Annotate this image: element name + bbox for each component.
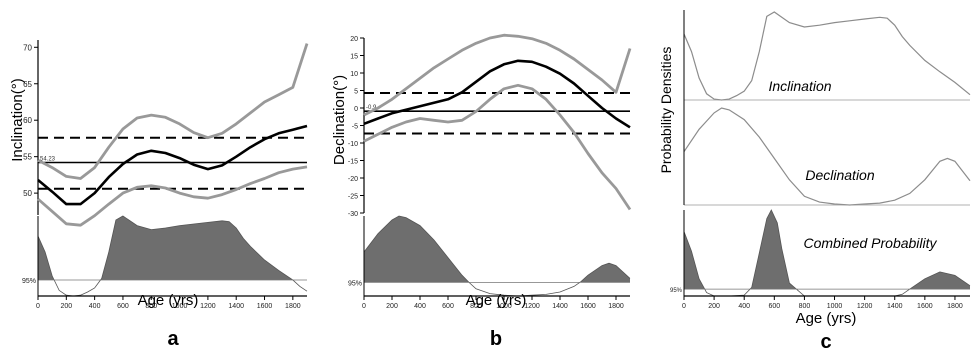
upper-curve — [37, 43, 309, 180]
inclination-density-curve — [683, 11, 971, 101]
x-tick-label: 400 — [738, 303, 750, 310]
mean-curve — [37, 124, 308, 206]
upper-curve — [363, 33, 632, 117]
declination-curve-label: Declination — [805, 167, 874, 183]
y-tick-label: 60 — [23, 116, 32, 125]
inclination-density-plot: 95% — [22, 215, 308, 297]
x-tick-label: 400 — [414, 303, 426, 310]
lower-curve — [363, 83, 632, 211]
inclination-curve-label: Inclination — [768, 78, 831, 94]
lower-curve — [37, 165, 308, 227]
x-tick-label: 1400 — [228, 303, 244, 310]
x-tick-label: 1800 — [608, 303, 624, 310]
y-tick-label: 50 — [23, 189, 32, 198]
x-tick-label: 600 — [768, 303, 780, 310]
declination-density-plot: 95% — [348, 215, 631, 297]
density-outline — [363, 215, 631, 297]
panel-b-label: b — [490, 328, 502, 350]
panel-a-x-axis: 0 200 400 600 800 1000 1200 1400 1600 1800 — [36, 295, 307, 310]
x-tick-label: 800 — [799, 303, 811, 310]
inclination-plot: 50 55 60 65 70 54.23 — [23, 40, 309, 227]
x-tick-label: 1200 — [200, 303, 216, 310]
y-tick-label: -30 — [348, 211, 358, 218]
x-tick-label: 1000 — [172, 303, 188, 310]
y-tick-label: 65 — [23, 80, 32, 89]
x-tick-label: 200 — [60, 303, 72, 310]
x-tick-label: 800 — [145, 303, 157, 310]
panel-a-ylabel: Inclination(°) — [9, 78, 26, 162]
threshold-label: 95% — [348, 280, 362, 287]
x-tick-label: 1600 — [917, 303, 933, 310]
y-tick-label: -5 — [352, 124, 358, 131]
threshold-label: 95% — [670, 288, 683, 294]
y-tick-label: 0 — [354, 106, 358, 113]
y-tick-label: 55 — [23, 153, 32, 162]
x-tick-label: 600 — [117, 303, 129, 310]
panel-b-x-axis: 0 200 400 600 800 1000 1200 1400 1600 1800 — [362, 295, 630, 310]
x-tick-label: 1200 — [524, 303, 540, 310]
y-tick-label: 10 — [350, 71, 358, 78]
x-tick-label: 400 — [89, 303, 101, 310]
density-area — [364, 216, 630, 283]
x-tick-label: 600 — [442, 303, 454, 310]
declination-plot: 20 15 10 5 0 -5 -10 -15 -20 -25 -30 -0.9 — [348, 33, 632, 218]
panel-a-label: a — [167, 328, 179, 350]
panel-c-xlabel: Age (yrs) — [796, 310, 857, 327]
x-tick-label: 0 — [682, 303, 686, 310]
x-tick-label: 1600 — [580, 303, 596, 310]
panel-b-xlabel: Age (yrs) — [466, 292, 527, 309]
x-tick-label: 800 — [470, 303, 482, 310]
density-area — [684, 210, 970, 290]
combined-probability-label: Combined Probability — [803, 235, 937, 251]
mean-curve — [363, 59, 631, 129]
x-tick-label: 0 — [362, 303, 366, 310]
x-tick-label: 1000 — [496, 303, 512, 310]
x-tick-label: 1600 — [257, 303, 273, 310]
y-tick-label: 20 — [350, 36, 358, 43]
y-tick-label: -20 — [348, 176, 358, 183]
y-tick-label: 15 — [350, 54, 358, 61]
y-tick-label: 5 — [354, 89, 358, 96]
panel-a: 50 55 60 65 70 54.23 95% 0 200 400 600 800 1000 120… — [9, 40, 309, 350]
x-tick-label: 1800 — [285, 303, 301, 310]
panel-a-xlabel: Age (yrs) — [138, 292, 199, 309]
x-tick-label: 1400 — [887, 303, 903, 310]
panel-c-label: c — [820, 331, 831, 353]
y-tick-label: -15 — [348, 159, 358, 166]
panel-c-x-axis: 0 200 400 600 800 1000 1200 1400 1600 1800 — [682, 295, 970, 310]
threshold-label: 95% — [22, 278, 36, 285]
declination-density-curve — [683, 107, 971, 206]
mean-value-label: -0.9 — [366, 105, 377, 111]
mean-value-label: 54.23 — [40, 157, 56, 163]
x-tick-label: 200 — [708, 303, 720, 310]
x-tick-label: 1000 — [827, 303, 843, 310]
x-tick-label: 1200 — [857, 303, 873, 310]
x-tick-label: 1400 — [552, 303, 568, 310]
density-area — [38, 216, 293, 280]
panel-c-ylabel: Probability Densities — [658, 47, 674, 174]
probability-densities-plot: 95% — [670, 10, 971, 297]
y-tick-label: -25 — [348, 194, 358, 201]
x-tick-label: 1800 — [947, 303, 963, 310]
panel-b-ylabel: Declination(°) — [331, 75, 348, 165]
panel-c: 95% 0 200 400 600 800 1000 1200 1400 1600 1800 Pr… — [658, 10, 971, 353]
panel-b: 20 15 10 5 0 -5 -10 -15 -20 -25 -30 -0.9 95% 0 200 40… — [331, 33, 632, 350]
y-tick-label: -10 — [348, 141, 358, 148]
x-tick-label: 0 — [36, 303, 40, 310]
x-tick-label: 200 — [386, 303, 398, 310]
y-tick-label: 70 — [23, 43, 32, 52]
